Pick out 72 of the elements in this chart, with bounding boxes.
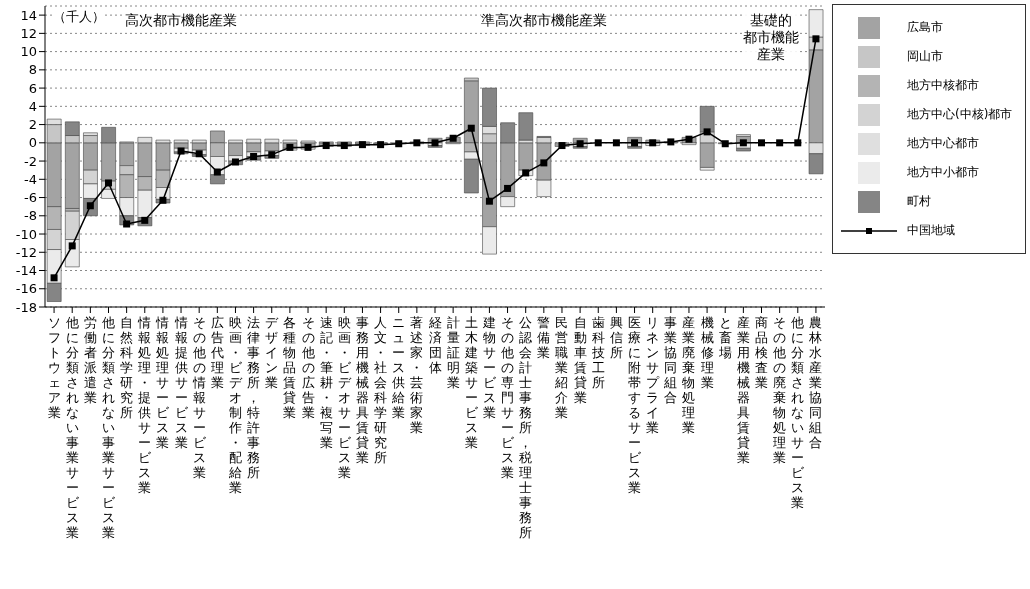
- y-tick-label: -16: [15, 281, 37, 297]
- legend-label: 地方中小都市: [907, 164, 979, 181]
- y-tick-label: -12: [15, 244, 37, 260]
- y-tick-label: 4: [28, 98, 37, 114]
- legend-label: 広島市: [907, 19, 943, 36]
- y-tick-label: -6: [24, 190, 37, 206]
- category-label: 速記・筆耕・複写業: [319, 315, 333, 450]
- category-label: その他の専門サービス業: [501, 315, 515, 480]
- x-tick-label: ソフトウェア業: [47, 315, 61, 420]
- y-tick-label: -14: [15, 263, 37, 279]
- annotation: 高次都市機能産業: [125, 12, 238, 29]
- category-label: 事務用機械器具賃貸業: [355, 315, 369, 465]
- category-label: 他に分類されないサービス業: [791, 315, 805, 510]
- annotation: 準高次都市機能産業: [480, 12, 607, 29]
- x-tick-label: 労働者派遣業: [83, 315, 97, 405]
- legend-label: 地方中心(中核)都市: [907, 106, 1013, 123]
- y-tick-label: 2: [28, 117, 37, 133]
- x-tick-label: リネンサプライ業: [646, 315, 661, 435]
- category-label: 農林水産業協同組合: [809, 315, 823, 450]
- y-tick-label: -10: [15, 226, 37, 242]
- x-tick-label: 計量証明業: [446, 315, 460, 390]
- y-axis-title: （千人）: [53, 8, 105, 26]
- category-label: 情報提供サービス業: [174, 315, 188, 450]
- x-tick-label: 歯科技工所: [590, 315, 605, 390]
- category-label: 映画・ビデオサービス業: [337, 315, 351, 480]
- category-label: 法律事務所，特許事務所: [247, 315, 261, 480]
- y-tick-label: -2: [24, 153, 37, 169]
- legend-label: 岡山市: [907, 48, 943, 65]
- x-tick-label: 商品検査業: [755, 315, 769, 390]
- y-tick-label: -4: [24, 171, 37, 187]
- x-tick-label: 自然科学研究所: [120, 315, 134, 420]
- x-tick-label: 興信所: [609, 315, 623, 360]
- x-tick-label: 事業協同組合: [663, 315, 678, 405]
- legend-label: 町村: [907, 193, 931, 210]
- x-tick-label: 警備業: [537, 315, 551, 360]
- category-label: 公認会計士事務所，税理士事務所: [519, 315, 533, 540]
- category-label: その他の廃棄物処理業: [773, 315, 787, 465]
- y-tick-label: 14: [20, 7, 37, 23]
- y-tick-label: 0: [28, 135, 37, 151]
- x-tick-label: と畜場: [717, 315, 732, 360]
- y-tick-label: 8: [28, 62, 37, 78]
- x-tick-label: デザイン業: [265, 315, 280, 390]
- x-tick-label: 機械修理業: [700, 315, 714, 390]
- category-label: 情報処理・提供サービス業: [138, 315, 152, 495]
- category-label: その他の情報サービス業: [192, 315, 206, 480]
- y-tick-label: 6: [28, 80, 37, 96]
- x-tick-label: 著述家・芸術家業: [410, 315, 424, 435]
- category-label: 医療に附帯するサービス業: [628, 315, 642, 495]
- category-label: 産業用機械器具賃貸業: [736, 315, 750, 465]
- x-tick-label: 自動車賃貸業: [573, 315, 587, 405]
- category-label: 情報処理サービス業: [156, 315, 170, 450]
- category-label: 映画・ビデオ制作・配給業: [228, 315, 242, 495]
- x-tick-label: 広告代理業: [209, 315, 224, 390]
- x-tick-label: ニュース供給業: [391, 315, 406, 420]
- legend-label: 中国地域: [907, 222, 955, 239]
- y-tick-label: -8: [24, 208, 37, 224]
- x-tick-label: 建物サービス業: [481, 315, 497, 420]
- x-tick-label: 各種物品賃貸業: [283, 315, 297, 420]
- x-tick-label: 経済団体: [427, 315, 442, 375]
- y-tick-label: 10: [20, 44, 37, 60]
- x-tick-label: その他の広告業: [301, 315, 315, 420]
- category-label: 他に分類されない事業サービス業: [65, 315, 79, 540]
- x-tick-label: 民営職業紹介業: [554, 315, 569, 420]
- legend-label: 地方中心都市: [907, 135, 979, 152]
- y-tick-label: -18: [15, 299, 37, 315]
- x-tick-label: 産業廃棄物処理業: [682, 315, 696, 435]
- category-label: 人文・社会科学研究所: [374, 315, 388, 465]
- y-tick-label: 12: [20, 25, 37, 41]
- annotation: 基礎的都市機能産業: [742, 12, 799, 63]
- category-label: 他に分類されない事業サービス業: [101, 315, 115, 540]
- category-label: 土木建築サービス業: [464, 315, 478, 450]
- legend-label: 地方中核都市: [907, 77, 979, 94]
